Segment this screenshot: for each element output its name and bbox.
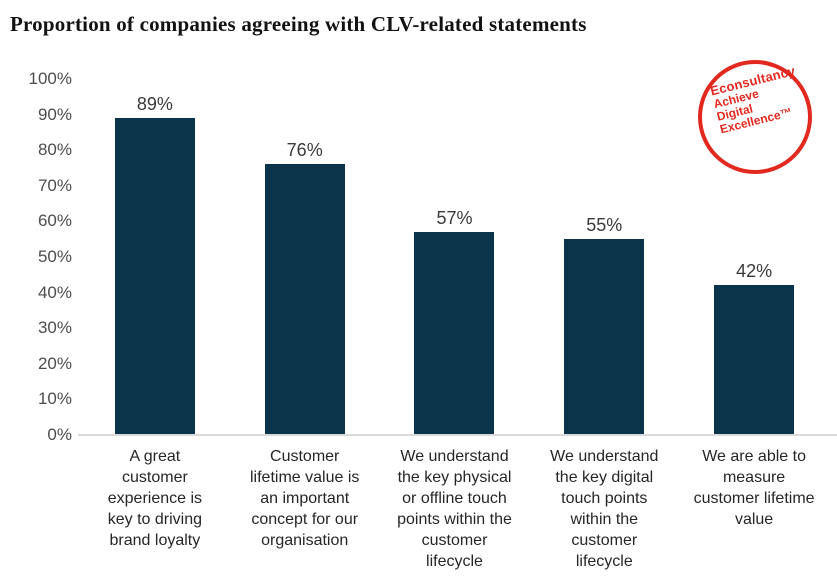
- y-axis: 100% 90% 80% 70% 60% 50% 40% 30% 20% 10% 0%: [0, 69, 72, 444]
- y-axis-tick-label: 90%: [37, 104, 72, 124]
- y-axis-tick-label: 70%: [37, 175, 72, 195]
- category-label: We understand the key physical or offlin…: [397, 448, 512, 570]
- y-axis-tick-label: 20%: [37, 353, 72, 373]
- bar-value-label: 89%: [136, 94, 173, 115]
- bar: [714, 285, 795, 435]
- x-axis-baseline: [78, 434, 837, 436]
- bar-column: 42%: [679, 79, 829, 435]
- y-axis-tick-label: 60%: [37, 211, 72, 231]
- category-label: We understand the key digital touch poin…: [550, 448, 659, 570]
- bar-value-label: 76%: [286, 140, 323, 161]
- category-label: Customer lifetime value is an important …: [250, 448, 360, 549]
- bar: [114, 118, 195, 435]
- bar-column: 76%: [230, 79, 380, 435]
- y-axis-tick-label: 50%: [37, 247, 72, 266]
- bar-value-label: 57%: [436, 208, 473, 229]
- bar: [414, 232, 495, 435]
- bar-column: 55%: [529, 79, 679, 435]
- bar: [564, 239, 645, 435]
- category-label: We are able to measure customer lifetime…: [693, 448, 815, 528]
- y-axis-tick-label: 30%: [37, 318, 72, 338]
- bar-column: 57%: [380, 79, 530, 435]
- plot-area: 89% 76% 57% 55% 42%: [80, 79, 829, 435]
- bar-value-label: 42%: [736, 261, 773, 282]
- bar-value-label: 55%: [586, 215, 623, 236]
- chart-title: Proportion of companies agreeing with CL…: [10, 12, 587, 36]
- y-axis-tick-label: 100%: [28, 69, 72, 88]
- y-axis-tick-label: 80%: [37, 140, 72, 160]
- y-axis-tick-label: 10%: [37, 389, 72, 409]
- bar-column: 89%: [80, 79, 230, 435]
- category-labels-row: A great customer experience is key to dr…: [80, 446, 829, 572]
- y-axis-tick-label: 40%: [37, 282, 72, 302]
- econsultancy-logo-stamp: Econsultancy Achieve Digital Excellence™: [698, 60, 812, 174]
- category-label: A great customer experience is key to dr…: [107, 448, 203, 549]
- bar: [264, 164, 345, 435]
- y-axis-tick-label: 0%: [47, 425, 72, 444]
